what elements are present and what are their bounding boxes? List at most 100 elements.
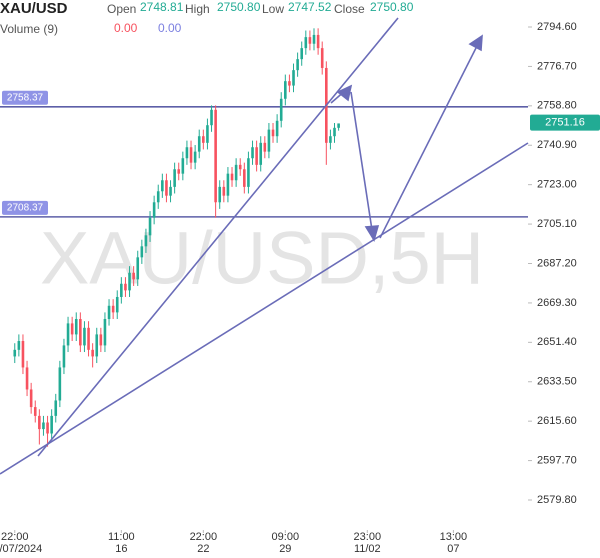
candle-body — [111, 305, 115, 313]
candle-body — [42, 422, 45, 430]
candle-body — [251, 147, 254, 159]
x-tick-label: 23:00 — [354, 531, 382, 543]
candle-body — [29, 389, 33, 408]
candle-body — [214, 109, 217, 203]
trend-line — [0, 142, 529, 475]
candle-body — [296, 59, 299, 71]
ohlc-value: 2747.52 — [288, 0, 332, 14]
arrow — [350, 91, 373, 231]
candle-body — [62, 345, 66, 368]
candle-body — [46, 422, 49, 434]
y-tick-label: 2740.90 — [537, 139, 577, 151]
candle-body — [279, 98, 283, 121]
candle-body — [25, 367, 29, 390]
level-label: 2758.37 — [7, 92, 44, 103]
x-tick-label: 11:00 — [108, 531, 135, 543]
candle-body — [83, 327, 86, 346]
y-tick-label: 2705.10 — [537, 218, 577, 230]
candle-body — [177, 169, 181, 174]
candle-body — [226, 173, 230, 196]
candle-body — [271, 129, 275, 137]
arrow-head — [336, 84, 353, 102]
candle-body — [288, 81, 291, 86]
candle-body — [144, 235, 148, 247]
candle-body — [189, 147, 193, 163]
candle-body — [173, 169, 176, 187]
y-tick-label: 2794.60 — [537, 21, 577, 33]
candle-body — [107, 305, 111, 319]
x-tick-label: 22:00 — [190, 531, 218, 543]
candle-body — [152, 202, 156, 218]
candle-body — [128, 272, 131, 291]
watermark: XAU/USD,5H — [40, 217, 484, 300]
arrow-head — [364, 225, 380, 242]
candle-body — [316, 34, 320, 49]
candle-body — [202, 136, 205, 143]
arrow-head — [468, 34, 483, 52]
last-price-label: 2751.16 — [545, 117, 585, 129]
ohlc-value: 2750.80 — [370, 0, 414, 14]
x-tick-date: 16 — [115, 543, 127, 555]
level-label-box — [2, 90, 48, 105]
x-tick-date: 22 — [197, 543, 209, 555]
candle-body — [66, 323, 70, 346]
y-tick-label: 2669.30 — [537, 297, 577, 309]
candle-body — [243, 169, 246, 187]
candle-body — [120, 283, 123, 297]
candle-body — [99, 334, 103, 346]
candle-body — [185, 147, 189, 159]
y-tick-label: 2687.20 — [537, 257, 577, 269]
candle-body — [193, 151, 197, 163]
candle-body — [263, 142, 267, 152]
candle-body — [140, 246, 144, 258]
trend-line — [37, 17, 399, 457]
x-tick-label: 13:00 — [440, 531, 468, 543]
candle-body — [124, 283, 127, 291]
candle-body — [333, 127, 336, 137]
candle-body — [79, 318, 82, 346]
last-price-box — [530, 114, 600, 131]
level-label-box — [2, 200, 48, 215]
candle-body — [304, 37, 308, 49]
candle-body — [165, 180, 168, 196]
x-tick-label: 22:00 — [1, 531, 29, 543]
candle-body — [74, 318, 78, 335]
candle-body — [197, 136, 201, 152]
candle-body — [13, 349, 17, 357]
candle-body — [255, 147, 258, 165]
ohlc-label: Open — [107, 2, 136, 16]
candle-body — [132, 272, 135, 280]
volume-value: 0.00 — [158, 21, 182, 35]
ohlc-label: High — [185, 2, 210, 16]
candle-body — [33, 407, 37, 416]
candle-body — [21, 341, 25, 368]
x-tick-date: 10/07/2024 — [0, 543, 42, 555]
candle-body — [54, 400, 58, 416]
candle-body — [218, 186, 222, 203]
candle-body — [38, 415, 41, 430]
candle-body — [70, 323, 74, 335]
candle-body — [115, 296, 119, 313]
candle-body — [312, 34, 316, 44]
arrow — [379, 45, 478, 239]
x-tick-date: 11/02 — [354, 543, 381, 555]
candle-body — [58, 367, 62, 401]
y-tick-label: 2651.40 — [537, 336, 577, 348]
candle-body — [91, 349, 94, 357]
ohlc-label: Close — [334, 2, 365, 16]
candle-body — [300, 48, 304, 60]
ohlc-value: 2750.80 — [217, 0, 261, 14]
candle-body — [103, 318, 107, 346]
candle-body — [136, 257, 140, 280]
candle-body — [247, 158, 250, 187]
candle-body — [50, 415, 53, 434]
annotations — [0, 17, 529, 475]
y-tick-label: 2579.80 — [537, 494, 577, 506]
x-tick-label: 09:00 — [272, 531, 300, 543]
candle-body — [87, 327, 90, 350]
candle-body — [210, 109, 213, 126]
candle-body — [148, 217, 152, 236]
x-tick-date: 29 — [279, 543, 291, 555]
candle-body — [259, 142, 263, 165]
